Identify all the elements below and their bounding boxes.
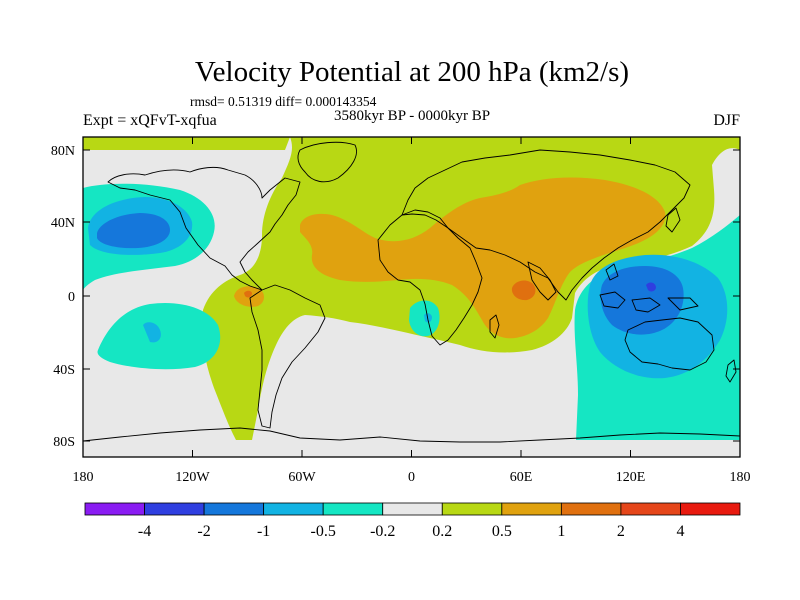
colorbar-swatch	[441, 502, 503, 516]
colorbar-tick-label: -4	[138, 523, 151, 540]
europe-africa-coast	[377, 209, 483, 346]
subtitle: 3580kyr BP - 0000kyr BP	[334, 108, 490, 124]
contour-orange-small	[244, 290, 252, 298]
x-tick-label: 60W	[288, 470, 316, 485]
maritime-islands-coast	[599, 263, 699, 313]
colorbar-swatch	[501, 502, 562, 516]
south-america-coast	[249, 284, 326, 429]
newzealand-coast	[725, 359, 737, 383]
contour-darkorange-core	[511, 280, 536, 301]
y-tick-label: 40N	[51, 216, 75, 231]
colorbar-swatch	[84, 502, 145, 516]
contour-indigo-core	[646, 282, 656, 292]
colorbar-swatch	[620, 502, 681, 516]
antarctica-coast	[83, 427, 740, 443]
colorbar-swatch	[144, 502, 205, 516]
x-tick-label: 0	[408, 470, 415, 485]
y-tick-label: 80N	[51, 144, 75, 159]
colorbar-swatch	[382, 502, 443, 516]
colorbar-tick-label: 4	[676, 523, 684, 540]
greenland-coast	[297, 141, 357, 183]
eurasia-coast	[401, 149, 691, 301]
australia-coast	[624, 317, 715, 371]
japan-coast	[665, 207, 681, 233]
season-label: DJF	[713, 112, 740, 129]
colorbar-tick-label: 0.5	[492, 523, 512, 540]
colorbar-tick-label: 0.2	[432, 523, 452, 540]
x-tick-label: 180	[730, 470, 751, 485]
y-tick-label: 40S	[53, 363, 75, 378]
map-panel	[83, 137, 740, 457]
contour-cyan-atlantic	[409, 300, 440, 337]
colorbar-swatch	[322, 502, 384, 516]
contour-darkblue-northpacific	[97, 213, 170, 249]
y-tick-label: 0	[68, 290, 75, 305]
chart-title: Velocity Potential at 200 hPa (km2/s)	[195, 56, 629, 88]
x-tick-label: 60E	[510, 470, 533, 485]
india-coast	[527, 261, 557, 301]
colorbar: -4 -2 -1 -0.5 -0.2 0.2 0.5 1 2 4	[84, 502, 741, 540]
x-tick-label: 120W	[175, 470, 210, 485]
contour-darkblue-maritime	[600, 266, 684, 335]
x-tick-label: 120E	[616, 470, 646, 485]
contour-orange-asia	[300, 177, 666, 339]
colorbar-tick-label: -0.2	[370, 523, 395, 540]
x-tick-label: 180	[73, 470, 94, 485]
north-america-coast	[107, 166, 301, 291]
left-label: Expt = xQFvT-xqfua	[83, 112, 217, 129]
colorbar-tick-label: -2	[197, 523, 210, 540]
madagascar-coast	[489, 314, 500, 339]
y-tick-label: 80S	[53, 435, 75, 450]
colorbar-tick-label: 1	[557, 523, 565, 540]
axis-layer: 180 120W 60W 0 60E 120E 180 80N 40N 0 40S 80S	[51, 137, 751, 485]
colorbar-tick-label: 2	[617, 523, 625, 540]
colorbar-swatch	[203, 502, 265, 516]
colorbar-swatch	[680, 502, 741, 516]
colorbar-tick-label: -0.5	[311, 523, 336, 540]
stats-label: rmsd= 0.51319 diff= 0.000143354	[190, 94, 377, 109]
contour-blue-tropics	[143, 322, 161, 343]
contour-green-patch	[83, 137, 290, 150]
colorbar-swatch	[263, 502, 324, 516]
colorbar-tick-label: -1	[257, 523, 270, 540]
coastlines	[83, 141, 740, 443]
colorbar-swatch	[560, 502, 622, 516]
